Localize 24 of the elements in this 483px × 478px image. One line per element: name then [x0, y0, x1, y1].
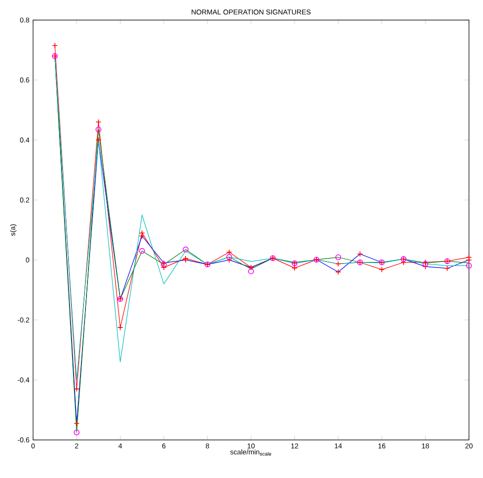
point: [400, 259, 406, 266]
point: [378, 266, 385, 272]
point: [248, 268, 254, 274]
point: [335, 254, 342, 260]
point: [117, 324, 124, 330]
point: [226, 257, 232, 263]
point: [335, 269, 342, 275]
point: [74, 430, 80, 436]
point: [335, 260, 342, 267]
point: [74, 386, 80, 392]
point: [182, 246, 189, 252]
point: [422, 264, 428, 270]
point: [139, 248, 145, 254]
point: [139, 230, 145, 236]
point: [96, 137, 102, 143]
point: [444, 265, 450, 272]
point: [466, 257, 472, 263]
point: [357, 251, 363, 257]
point: [226, 254, 232, 260]
point: [160, 264, 167, 270]
point: [466, 262, 472, 269]
point: [226, 249, 232, 256]
point: [74, 420, 80, 426]
point: [96, 126, 102, 132]
